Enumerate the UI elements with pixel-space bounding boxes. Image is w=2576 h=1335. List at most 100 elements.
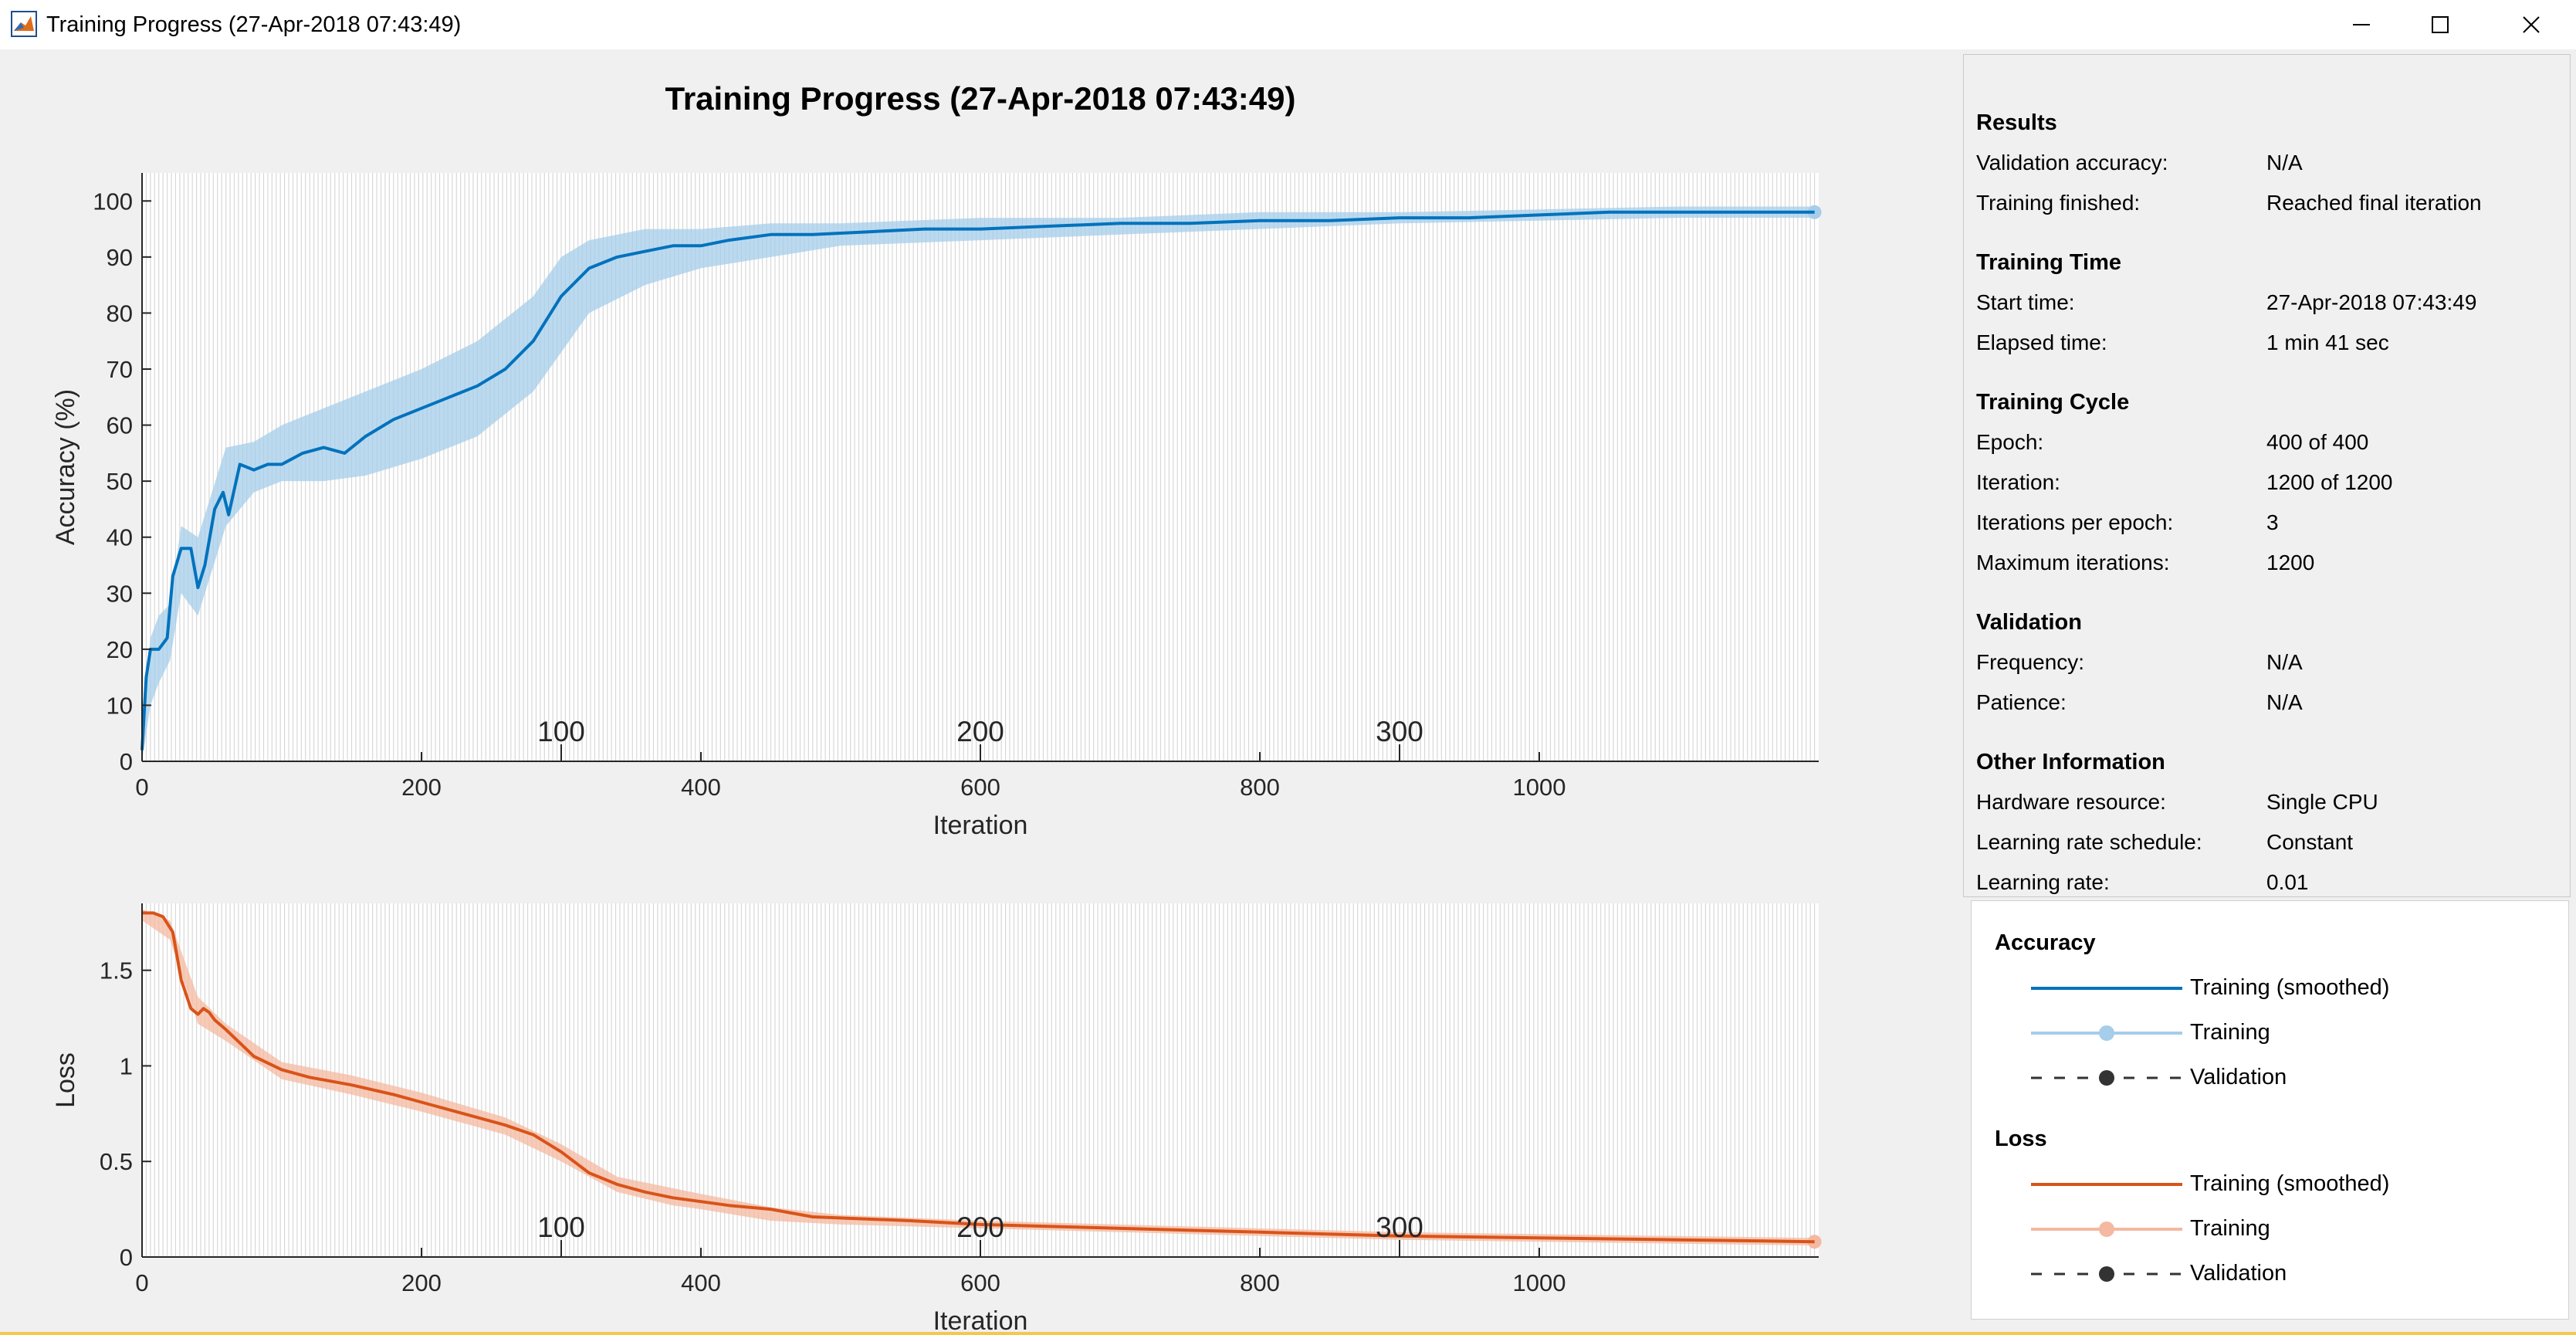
accuracy-y-tick-label: 0 <box>120 748 133 775</box>
legend-marker <box>2099 1025 2114 1041</box>
info-row-value: 0.01 <box>2266 870 2309 894</box>
info-row-value: Single CPU <box>2266 790 2378 814</box>
loss-epoch-label: 300 <box>1376 1211 1423 1243</box>
info-section-title: Results <box>1976 110 2057 135</box>
accuracy-y-tick-label: 70 <box>107 356 133 383</box>
loss-y-tick-label: 1.5 <box>100 957 133 984</box>
legend-item-label: Training (smoothed) <box>2190 975 2390 1000</box>
info-row-value: N/A <box>2266 650 2303 674</box>
matlab-icon <box>11 11 37 37</box>
info-section-title: Training Cycle <box>1976 390 2130 415</box>
info-row-value: 1200 of 1200 <box>2266 470 2393 494</box>
loss-series-training-smoothed <box>142 911 1815 1244</box>
loss-y-axis-label: Loss <box>51 1052 80 1108</box>
window-title: Training Progress (27-Apr-2018 07:43:49) <box>46 12 462 37</box>
loss-y-tick-label: 1 <box>120 1052 133 1079</box>
loss-x-tick-label: 1000 <box>1513 1269 1566 1296</box>
legend-swatch <box>2031 1183 2182 1186</box>
close-button[interactable] <box>2486 0 2576 49</box>
legend-item-label: Validation <box>2190 1065 2287 1089</box>
loss-x-tick-label: 600 <box>960 1269 1000 1296</box>
training-info-panel[interactable]: Results Validation accuracy: N/A Training f… <box>1963 54 2571 897</box>
info-row-value: Reached final iteration <box>2266 191 2482 215</box>
accuracy-y-tick-label: 90 <box>107 244 133 271</box>
accuracy-x-axis-label: Iteration <box>933 811 1028 840</box>
accuracy-y-tick-label: 40 <box>107 524 133 551</box>
info-row-label: Learning rate: <box>1976 870 2110 894</box>
legend-marker <box>2099 1070 2114 1086</box>
accuracy-epoch-label: 200 <box>956 716 1004 747</box>
loss-x-tick-label: 200 <box>401 1269 442 1296</box>
info-row-label: Training finished: <box>1976 191 2141 215</box>
minimize-icon <box>2353 24 2370 25</box>
legend-group-title: Loss <box>1995 1127 2047 1151</box>
accuracy-y-axis-label: Accuracy (%) <box>51 389 80 545</box>
info-row-value: N/A <box>2266 690 2303 714</box>
accuracy-x-tick-label: 800 <box>1240 774 1280 801</box>
accuracy-x-tick-label: 200 <box>401 774 442 801</box>
info-row-label: Hardware resource: <box>1976 790 2166 814</box>
accuracy-series-training-band <box>142 206 1815 761</box>
status-strip <box>0 1332 2576 1335</box>
info-row-label: Frequency: <box>1976 650 2085 674</box>
info-row-label: Elapsed time: <box>1976 330 2107 354</box>
accuracy-y-tick-label: 20 <box>107 636 133 663</box>
accuracy-y-tick-label: 30 <box>107 580 133 607</box>
legend-item-label: Validation <box>2190 1261 2287 1286</box>
loss-epoch-label: 100 <box>537 1211 585 1243</box>
legend-item-label: Training <box>2190 1216 2270 1241</box>
minimize-button[interactable] <box>2316 0 2407 49</box>
accuracy-y-tick-label: 100 <box>93 188 133 215</box>
accuracy-x-tick-label: 1000 <box>1513 774 1566 801</box>
accuracy-epoch-label: 100 <box>537 716 585 747</box>
legend-swatch <box>2031 1221 2182 1237</box>
accuracy-series-training-smoothed <box>140 210 1815 751</box>
accuracy-x-tick-label: 0 <box>135 774 148 801</box>
accuracy-y-tick-label: 50 <box>107 468 133 495</box>
accuracy-y-tick-label: 80 <box>107 300 133 327</box>
legend-swatch <box>2031 1025 2182 1041</box>
info-row-value: 3 <box>2266 510 2279 534</box>
info-row-value: Constant <box>2266 830 2354 854</box>
close-icon <box>2523 16 2540 33</box>
loss-epoch-label: 200 <box>956 1211 1004 1243</box>
legend-swatch <box>2031 1070 2182 1086</box>
legend-group-title: Accuracy <box>1995 930 2096 955</box>
legend-marker <box>2099 1266 2114 1282</box>
loss-x-tick-label: 800 <box>1240 1269 1280 1296</box>
loss-chart: 0 0.5 1 1.5 0 200 400 600 800 1000 100 200 300 Iterat… <box>51 903 1822 1332</box>
legend-panel: Accuracy Training (smoothed) Training Valid… <box>1971 900 2569 1320</box>
legend-swatch <box>2031 987 2182 990</box>
info-row-label: Start time: <box>1976 290 2075 314</box>
accuracy-x-tick-label: 600 <box>960 774 1000 801</box>
info-section-title: Training Time <box>1976 250 2122 275</box>
info-row-value: 1 min 41 sec <box>2266 330 2389 354</box>
accuracy-y-tick-label: 10 <box>107 692 133 719</box>
info-row-value: N/A <box>2266 151 2303 174</box>
accuracy-epoch-label: 300 <box>1376 716 1423 747</box>
maximize-icon <box>2432 16 2449 33</box>
maximize-button[interactable] <box>2395 0 2486 49</box>
info-row-label: Iterations per epoch: <box>1976 510 2174 534</box>
loss-x-tick-label: 400 <box>681 1269 721 1296</box>
info-row-label: Patience: <box>1976 690 2067 714</box>
plot-area: Training Progress (27-Apr-2018 07:43:49)… <box>0 49 1961 1332</box>
info-row-label: Epoch: <box>1976 430 2044 454</box>
info-row-value: 400 of 400 <box>2266 430 2369 454</box>
loss-x-axis-label: Iteration <box>933 1306 1028 1332</box>
info-section-title: Validation <box>1976 610 2082 635</box>
accuracy-y-tick-label: 60 <box>107 412 133 439</box>
info-row-label: Maximum iterations: <box>1976 551 2170 574</box>
accuracy-x-tick-label: 400 <box>681 774 721 801</box>
legend-swatch <box>2031 1266 2182 1282</box>
figure-title: Training Progress (27-Apr-2018 07:43:49) <box>665 80 1296 117</box>
loss-y-tick-label: 0.5 <box>100 1148 133 1175</box>
info-row-label: Learning rate schedule: <box>1976 830 2202 854</box>
info-row-value: 1200 <box>2266 551 2315 574</box>
window-titlebar: Training Progress (27-Apr-2018 07:43:49) <box>0 0 2576 49</box>
legend-item-label: Training (smoothed) <box>2190 1171 2390 1196</box>
info-row-label: Iteration: <box>1976 470 2060 494</box>
legend-item-label: Training <box>2190 1020 2270 1045</box>
legend-marker <box>2099 1221 2114 1237</box>
